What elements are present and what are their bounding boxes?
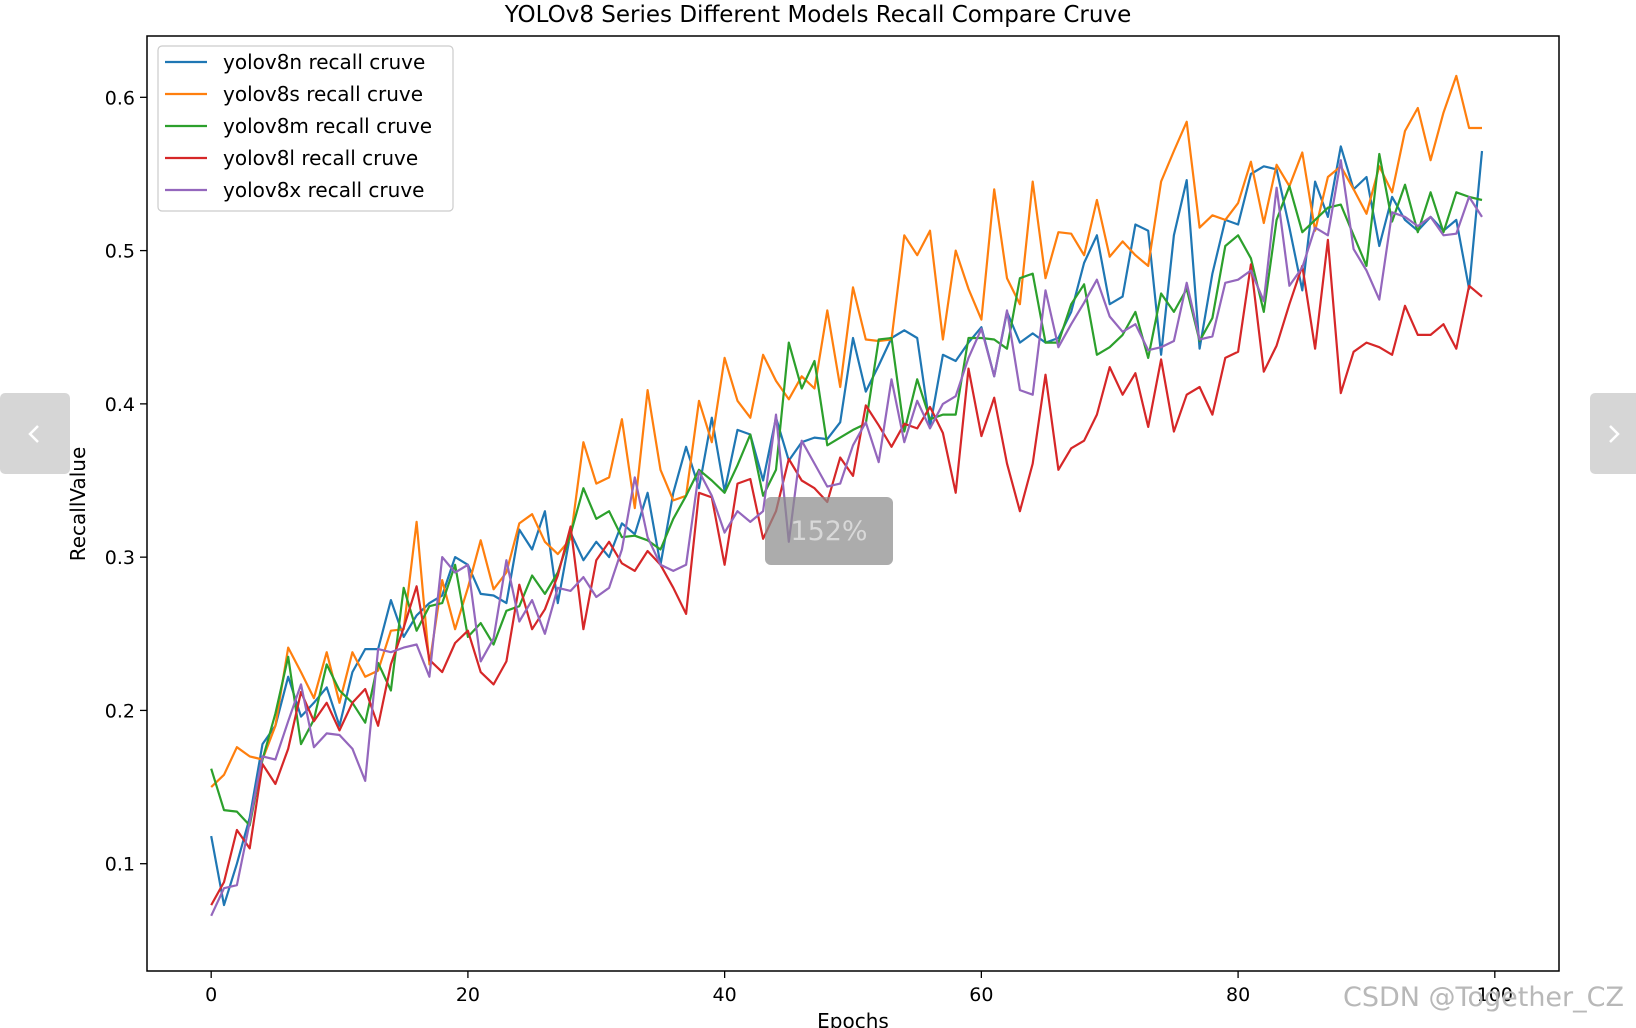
y-tick-label: 0.3 [105, 547, 135, 569]
legend-entry-label: yolov8x recall cruve [223, 178, 424, 202]
x-tick-label: 20 [456, 984, 480, 1006]
x-axis-label: Epochs [817, 1009, 889, 1028]
x-tick-label: 100 [1477, 984, 1513, 1006]
y-tick-label: 0.2 [105, 700, 135, 722]
legend-entry-label: yolov8m recall cruve [223, 114, 432, 138]
series-line-5 [210, 159, 1483, 917]
chevron-right-icon [1609, 424, 1620, 443]
zoom-level-badge: 152% [765, 497, 893, 565]
legend-entry-label: yolov8l recall cruve [223, 146, 418, 170]
x-tick-label: 80 [1226, 984, 1250, 1006]
legend-entry-label: yolov8n recall cruve [223, 50, 425, 74]
y-tick-label: 0.5 [105, 241, 135, 263]
x-tick-label: 0 [205, 984, 217, 1006]
next-image-button[interactable] [1590, 393, 1636, 474]
x-tick-label: 60 [969, 984, 993, 1006]
x-tick-label: 40 [713, 984, 737, 1006]
series-line-2 [210, 74, 1482, 788]
previous-image-button[interactable] [0, 393, 70, 474]
legend: yolov8n recall cruve yolov8s recall cruve… [157, 45, 454, 212]
y-tick-label: 0.4 [105, 394, 135, 416]
series-line-1 [210, 145, 1484, 907]
y-axis-ticks: 0.1 0.2 0.3 0.4 0.5 0.6 [105, 87, 147, 876]
legend-box [157, 45, 454, 212]
x-axis-ticks: 0 20 40 60 80 100 [205, 971, 1513, 1006]
y-tick-label: 0.1 [105, 854, 135, 876]
legend-entry-label: yolov8s recall cruve [223, 82, 423, 106]
watermark: CSDN @Together_CZ [1343, 982, 1624, 1013]
chevron-left-icon [28, 424, 39, 443]
y-tick-label: 0.6 [105, 87, 135, 109]
y-axis-label: RecallValue [66, 447, 90, 562]
series-lines [210, 74, 1484, 917]
chart-title: YOLOv8 Series Different Models Recall Co… [504, 2, 1131, 28]
